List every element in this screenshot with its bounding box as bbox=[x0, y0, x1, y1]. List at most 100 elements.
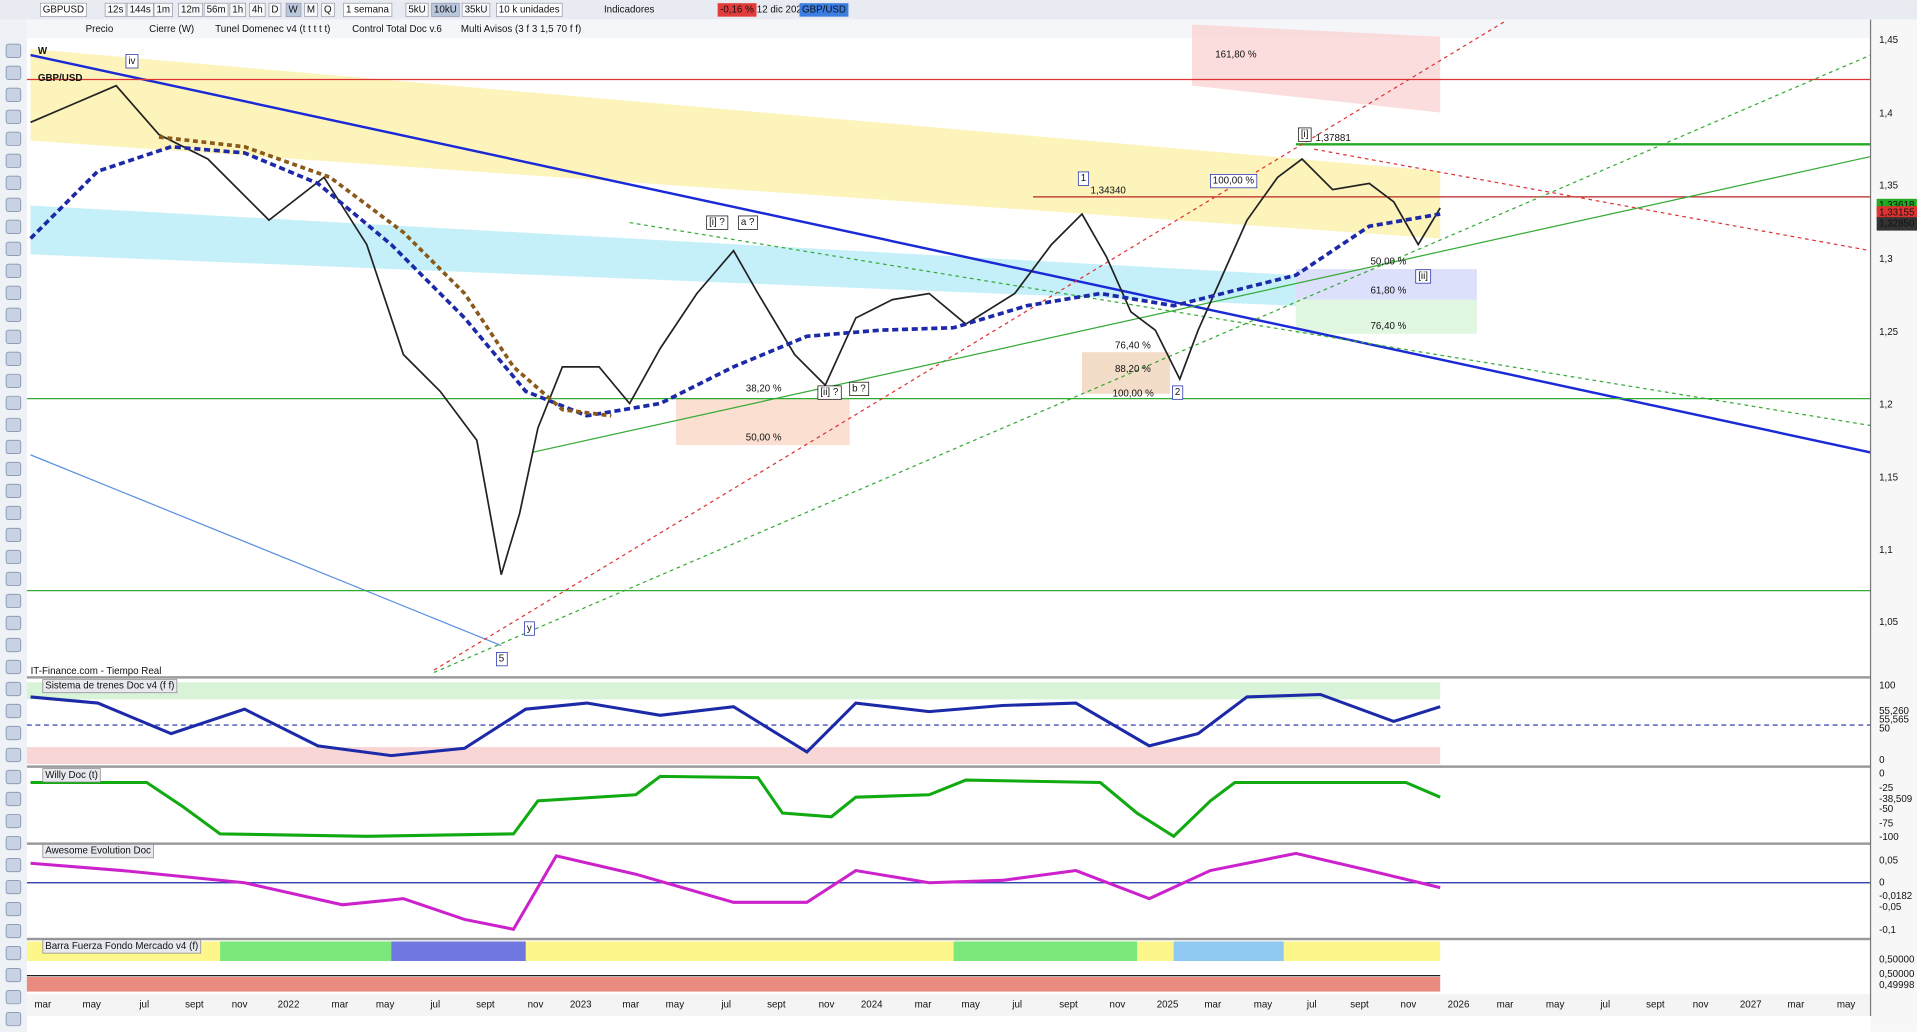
interval-button-box bbox=[321, 2, 335, 18]
legend-item[interactable]: Multi Avisos (3 f 3 1,5 70 f f) bbox=[461, 24, 581, 35]
tool-icon[interactable] bbox=[5, 593, 22, 609]
unit-button[interactable]: 10kU bbox=[434, 4, 457, 15]
tool-icon[interactable] bbox=[5, 505, 22, 521]
tool-icon[interactable] bbox=[5, 879, 22, 895]
tool-icon[interactable] bbox=[5, 549, 22, 565]
legend-item[interactable]: Tunel Domenec v4 (t t t t t) bbox=[215, 24, 330, 35]
tool-icon[interactable] bbox=[5, 395, 22, 411]
tool-icon[interactable] bbox=[5, 219, 22, 234]
tool-icon[interactable] bbox=[5, 109, 22, 124]
channel-line bbox=[433, 21, 1505, 671]
tool-icon[interactable] bbox=[5, 703, 22, 719]
indicators-button[interactable]: Indicadores bbox=[604, 4, 655, 15]
tool-icon[interactable] bbox=[5, 329, 22, 344]
tool-icon[interactable] bbox=[5, 769, 22, 785]
tool-icon[interactable] bbox=[5, 175, 22, 190]
time-tick-label: sept bbox=[1646, 1000, 1665, 1011]
tool-icon[interactable] bbox=[5, 65, 22, 80]
tool-icon[interactable] bbox=[5, 351, 22, 366]
tool-icon[interactable] bbox=[5, 439, 22, 455]
time-tick-label: mar bbox=[1497, 1000, 1515, 1011]
panel-title-box bbox=[42, 843, 154, 859]
tool-icon[interactable] bbox=[5, 241, 22, 256]
interval-button[interactable]: 12m bbox=[181, 4, 200, 15]
tool-icon[interactable] bbox=[5, 967, 22, 983]
interval-button[interactable]: D bbox=[271, 4, 278, 15]
tool-icon[interactable] bbox=[5, 857, 22, 873]
panel-title: Willy Doc (t) bbox=[45, 770, 98, 781]
legend-item[interactable]: Precio bbox=[86, 24, 114, 35]
tool-icon[interactable] bbox=[5, 791, 22, 807]
interval-button[interactable]: M bbox=[307, 4, 315, 15]
tool-icon[interactable] bbox=[5, 813, 22, 829]
tool-icon[interactable] bbox=[5, 417, 22, 433]
tool-icon[interactable] bbox=[5, 285, 22, 300]
tool-icon[interactable] bbox=[5, 307, 22, 322]
interval-button[interactable]: 1h bbox=[232, 4, 243, 15]
source-label: IT-Finance.com - Tiempo Real bbox=[31, 666, 162, 677]
tool-icon[interactable] bbox=[5, 373, 22, 388]
tool-icon[interactable] bbox=[5, 615, 22, 631]
interval-button-box bbox=[203, 2, 229, 18]
tool-icon[interactable] bbox=[5, 87, 22, 102]
price-tick-label: 1,35 bbox=[1879, 180, 1899, 191]
panel-title: Sistema de trenes Doc v4 (f f) bbox=[45, 681, 174, 692]
symbol-select[interactable]: GBPUSD bbox=[43, 4, 84, 15]
panel-title: Awesome Evolution Doc bbox=[45, 846, 151, 857]
panel-tick-label: 0,50000 bbox=[1879, 954, 1915, 965]
panel-tick-label: 0,50000 bbox=[1879, 969, 1915, 980]
tool-icon[interactable] bbox=[5, 131, 22, 146]
tool-icon[interactable] bbox=[5, 1011, 22, 1027]
wave-label-box bbox=[1415, 269, 1432, 284]
tool-icon[interactable] bbox=[5, 197, 22, 212]
units-select-box bbox=[495, 2, 563, 18]
interval-button[interactable]: 4h bbox=[252, 4, 263, 15]
tool-icon[interactable] bbox=[5, 681, 22, 697]
time-tick-label: mar bbox=[331, 1000, 349, 1011]
wave-label-box bbox=[1209, 174, 1258, 189]
oscillator bbox=[30, 851, 1441, 931]
tool-icon[interactable] bbox=[5, 153, 22, 168]
tool-icon[interactable] bbox=[5, 945, 22, 961]
legend-item[interactable]: Cierre (W) bbox=[149, 24, 194, 35]
time-tick-label: nov bbox=[1693, 1000, 1709, 1011]
tool-icon[interactable] bbox=[5, 263, 22, 278]
time-tick-label: jul bbox=[720, 1000, 731, 1011]
tool-icon[interactable] bbox=[5, 43, 22, 58]
interval-button[interactable]: 56m bbox=[207, 4, 226, 15]
tool-icon[interactable] bbox=[5, 659, 22, 675]
tool-icon[interactable] bbox=[5, 901, 22, 917]
tool-icon[interactable] bbox=[5, 725, 22, 741]
time-tick-label: mar bbox=[1204, 1000, 1222, 1011]
interval-button[interactable]: W bbox=[289, 4, 299, 15]
unit-button[interactable]: 35kU bbox=[465, 4, 488, 15]
tool-icon[interactable] bbox=[5, 571, 22, 587]
panel-tick-label: -75 bbox=[1879, 819, 1894, 830]
tool-icon[interactable] bbox=[5, 747, 22, 763]
interval-button[interactable]: 1m bbox=[156, 4, 170, 15]
unit-button-box bbox=[405, 2, 429, 18]
interval-button[interactable]: Q bbox=[324, 4, 332, 15]
tool-icon[interactable] bbox=[5, 923, 22, 939]
time-tick-label: may bbox=[666, 1000, 685, 1011]
interval-button-box bbox=[104, 2, 127, 18]
oscillator bbox=[30, 692, 1441, 758]
wave-label-box bbox=[1298, 127, 1312, 142]
tool-icon[interactable] bbox=[5, 461, 22, 477]
unit-button[interactable]: 5kU bbox=[408, 4, 425, 15]
tool-icon[interactable] bbox=[5, 989, 22, 1005]
histogram bbox=[26, 976, 1441, 992]
interval-button[interactable]: 12s bbox=[108, 4, 124, 15]
period-select[interactable]: 1 semana bbox=[346, 4, 389, 15]
tool-icon[interactable] bbox=[5, 835, 22, 851]
tool-icon[interactable] bbox=[5, 483, 22, 499]
tool-icon[interactable] bbox=[5, 637, 22, 653]
units-select[interactable]: 10 k unidades bbox=[499, 4, 560, 15]
strength-bar bbox=[220, 941, 392, 962]
interval-button[interactable]: 144s bbox=[130, 4, 151, 15]
tool-icon[interactable] bbox=[5, 527, 22, 543]
panel-tick-label: -25 bbox=[1879, 783, 1894, 794]
legend-item[interactable]: Control Total Doc v.6 bbox=[352, 24, 442, 35]
time-tick-label: may bbox=[1546, 1000, 1565, 1011]
